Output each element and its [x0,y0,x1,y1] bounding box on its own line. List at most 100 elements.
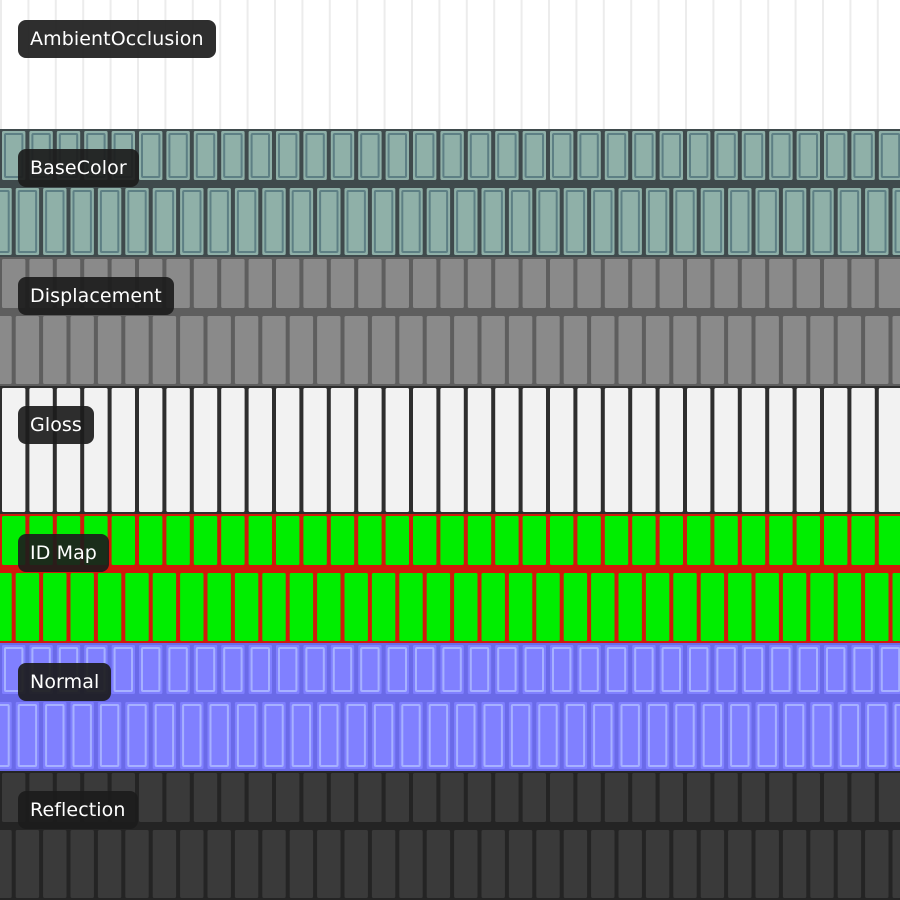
tile [632,645,656,694]
tile-bevel [387,647,408,692]
tile [810,188,834,255]
tile-bevel [675,704,695,767]
tile [358,645,382,694]
tile [577,2,601,51]
tile [97,830,122,898]
tile-bevel [839,190,860,253]
tile-bevel [127,704,147,767]
tile [125,830,149,898]
tile [344,830,368,898]
tile-bevel [853,133,873,178]
tile [180,316,204,384]
tile [385,516,409,565]
tile-bevel [182,704,202,767]
tile [454,702,478,769]
tile-bevel [497,133,517,178]
tile [728,702,752,769]
tile [837,830,862,898]
tile-bevel [141,647,161,692]
tile [111,516,135,565]
tile [618,316,642,384]
tile-bevel [305,647,325,692]
tile [604,2,629,51]
tile [728,316,752,384]
tile-bevel [127,190,147,253]
tile [234,573,259,641]
tile [70,830,94,898]
tile-bevel [867,190,887,253]
tile [604,773,629,822]
tile-bevel [168,133,188,178]
tile-bevel [264,704,284,767]
tile [769,516,793,565]
tile [673,702,697,769]
tile-bevel [332,133,353,178]
tile [536,188,560,255]
tile [782,188,807,255]
tile [303,516,327,565]
tile [467,645,492,694]
tile [878,131,900,180]
tile [659,516,683,565]
tile [481,316,505,384]
tile [152,316,177,384]
tile [139,645,163,694]
tile [824,131,848,180]
tile [796,131,820,180]
tile [673,573,697,641]
tile-bevel [757,190,777,253]
tile-bevel [661,133,681,178]
tile [330,2,355,51]
tile-bevel [565,190,586,253]
tile [481,830,505,898]
tile-bevel [771,133,791,178]
tile-bevel [319,190,339,253]
tile [563,573,588,641]
tile [221,645,245,694]
tile [810,573,834,641]
tile [769,2,793,51]
tile [824,773,848,822]
tile [851,516,875,565]
tile [15,188,40,255]
tile [371,316,396,384]
tile [317,573,341,641]
tile [632,259,656,308]
tile [824,259,848,308]
tile [508,188,533,255]
tile [399,573,423,641]
tile-bevel [716,647,736,692]
tile-bevel [195,133,216,178]
tile [892,573,900,641]
tile [125,316,149,384]
tile [851,131,875,180]
tile [125,702,149,769]
tile [769,259,793,308]
tile [467,259,492,308]
tile-bevel [99,704,120,767]
tile [495,773,519,822]
tile [659,131,683,180]
tile [234,59,259,127]
tile [837,702,862,769]
tile [426,702,451,769]
tile [481,573,505,641]
tile [522,131,546,180]
tile-bevel [757,704,777,767]
tile-bevel [469,133,490,178]
tile [659,773,683,822]
tile [536,573,560,641]
tile-bevel [497,647,517,692]
tile [467,516,492,565]
tile [563,316,588,384]
tile [700,702,725,769]
tile-bevel [456,704,476,767]
map-band-gloss: Gloss [0,386,900,514]
map-label-gloss: Gloss [18,406,94,444]
tile [687,259,711,308]
tile-bevel [469,647,490,692]
tile [385,645,409,694]
tile-bevel [17,704,38,767]
tile [234,188,259,255]
tile [330,388,355,512]
